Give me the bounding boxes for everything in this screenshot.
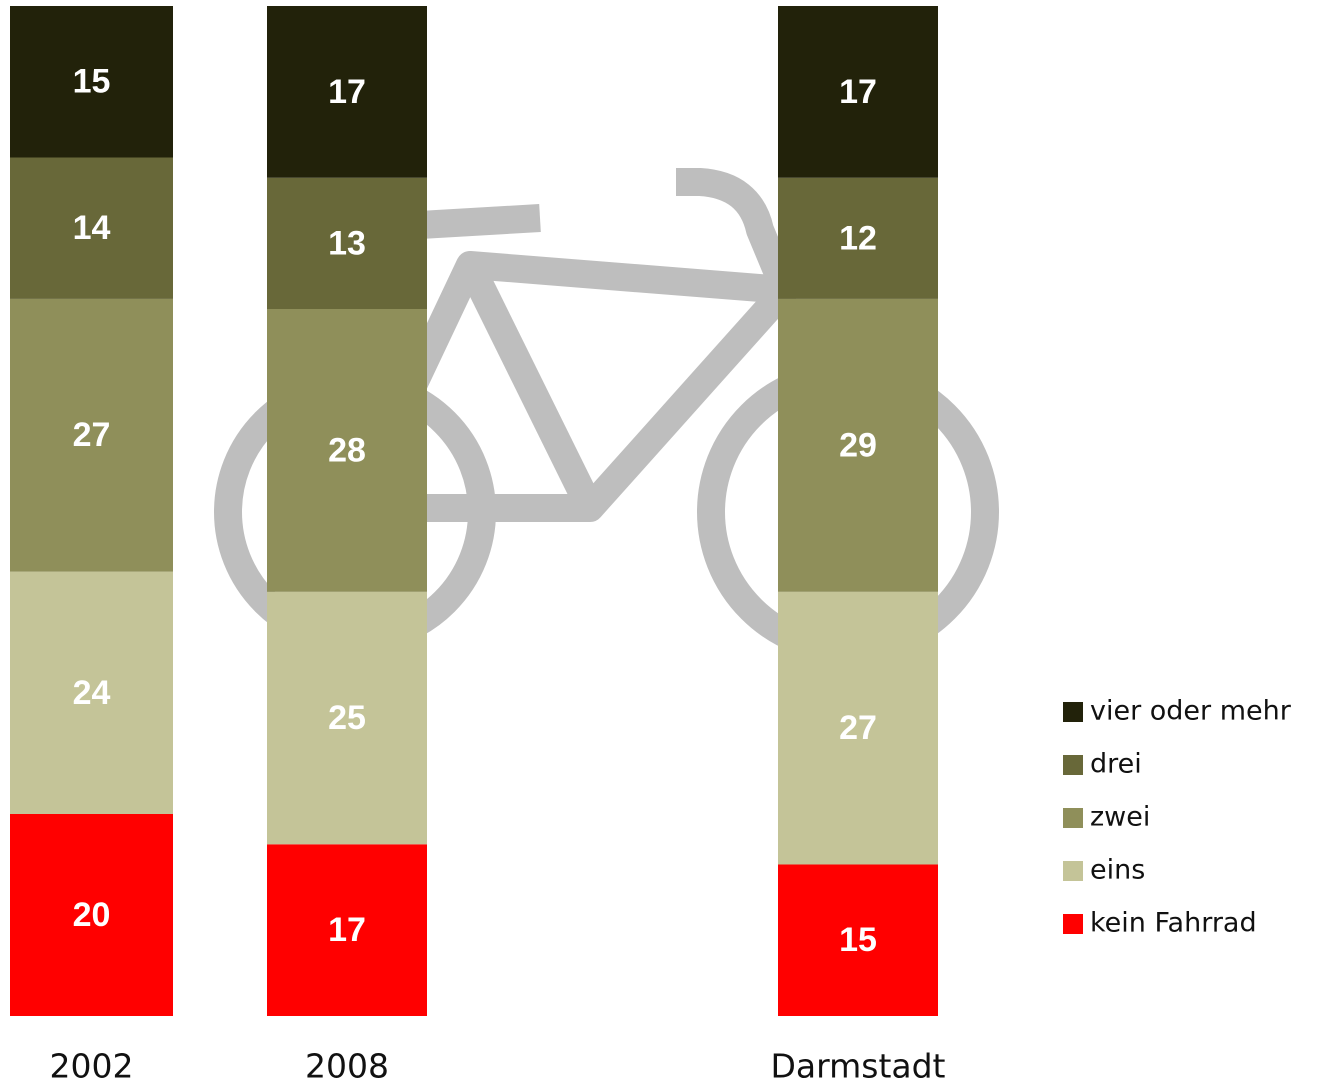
data-label: 15 (73, 63, 111, 101)
data-label: 27 (73, 416, 111, 454)
data-label: 13 (328, 224, 366, 262)
legend-label: drei (1090, 749, 1142, 780)
data-label: 17 (328, 911, 366, 949)
legend-swatch (1063, 808, 1083, 828)
data-label: 28 (328, 431, 366, 469)
data-label: 14 (73, 209, 111, 247)
legend-label: kein Fahrrad (1090, 908, 1257, 939)
legend-swatch (1063, 914, 1083, 934)
chart: 20 24 27 14 15 2002 17 25 28 13 17 2008 15 27 29 12 17 Da… (0, 0, 1317, 1089)
x-tick-label: 2002 (50, 1047, 134, 1086)
legend-swatch (1063, 861, 1083, 881)
x-tick-label: 2008 (305, 1047, 389, 1086)
data-label: 24 (73, 674, 111, 712)
data-label: 17 (328, 73, 366, 111)
legend-swatch (1063, 702, 1083, 722)
data-label: 29 (839, 426, 877, 464)
data-label: 25 (328, 699, 366, 737)
data-label: 17 (839, 73, 877, 111)
legend-label: zwei (1090, 802, 1150, 833)
data-label: 20 (73, 896, 111, 934)
legend-swatch (1063, 755, 1083, 775)
data-label: 12 (839, 219, 877, 257)
data-label: 15 (839, 921, 877, 959)
legend-label: eins (1090, 855, 1145, 886)
data-label: 27 (839, 709, 877, 747)
x-tick-label: Darmstadt (770, 1047, 945, 1086)
legend-label: vier oder mehr (1090, 696, 1292, 727)
